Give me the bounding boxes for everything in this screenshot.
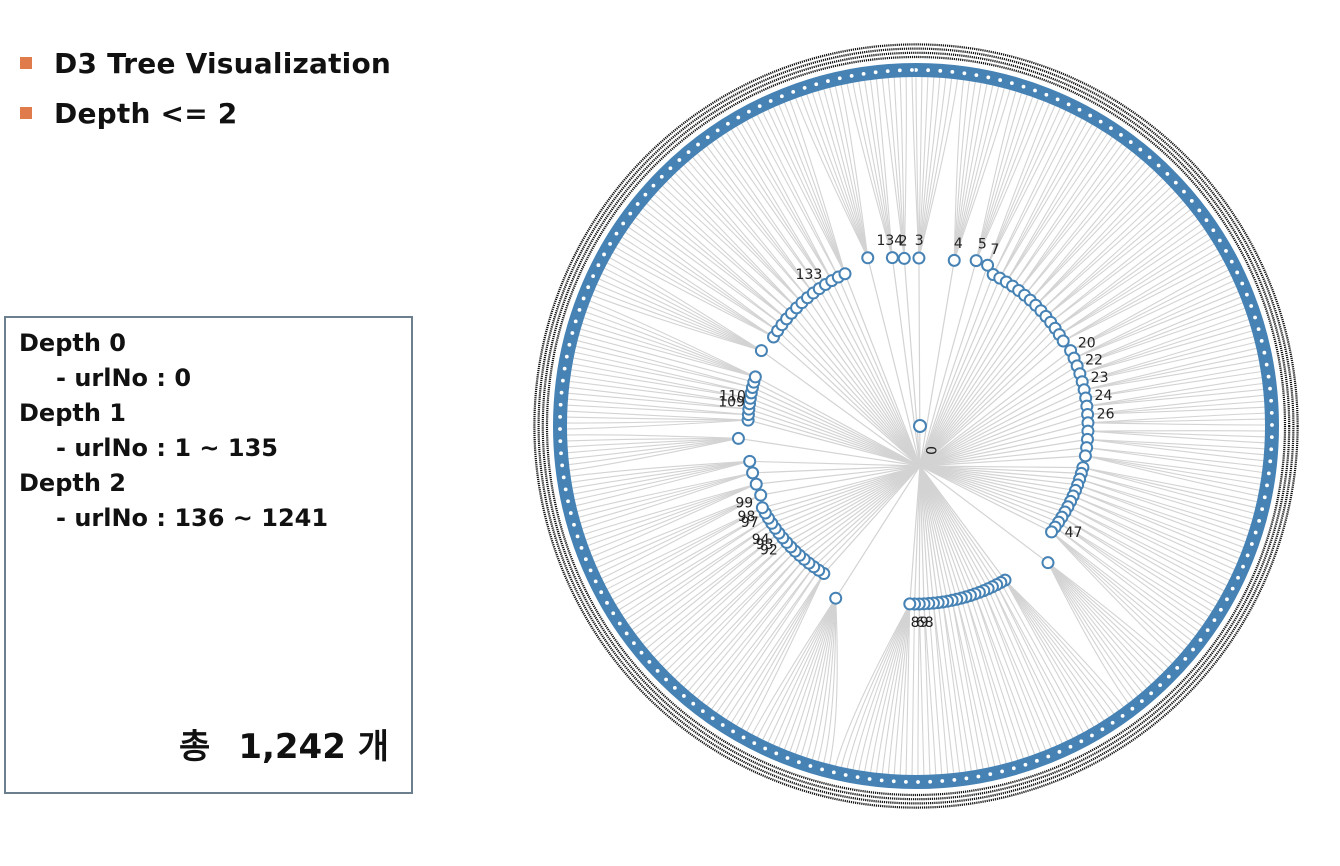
node-label: 26	[1097, 406, 1115, 422]
node-label: 97	[741, 515, 759, 531]
node-label: 92	[760, 542, 778, 558]
total-label: 총	[179, 727, 211, 767]
depth2-ring	[533, 43, 1299, 809]
url-range: - urlNo : 1 ~ 135	[56, 434, 278, 462]
node-label: 4	[954, 236, 963, 252]
node-label: 89	[911, 615, 929, 631]
depth-heading: Depth 2	[19, 469, 126, 497]
node-label: 94	[752, 532, 770, 548]
tree-links	[560, 69, 1273, 782]
node-label: 23	[1091, 370, 1109, 386]
total-value: 1,242 개	[238, 727, 389, 767]
root-node: 0	[913, 419, 938, 455]
url-range: - urlNo : 0	[56, 364, 192, 392]
node-label: 99	[735, 495, 753, 511]
node-label: 2	[899, 233, 908, 249]
node-label: 3	[915, 233, 924, 249]
node-label: 7	[990, 242, 999, 258]
root-label: 0	[922, 446, 938, 455]
node-label: 22	[1085, 353, 1103, 369]
bullet-square-icon	[20, 57, 32, 69]
bullet-square-icon	[20, 107, 32, 119]
depth-heading: Depth 1	[19, 399, 126, 427]
node-label: 24	[1095, 388, 1113, 404]
depth-info-box: Depth 0 - urlNo : 0 Depth 1 - urlNo : 1 …	[4, 316, 413, 794]
node-label: 110	[719, 388, 746, 404]
node-label: 47	[1065, 525, 1083, 541]
node-label: 134	[876, 233, 903, 249]
url-range: - urlNo : 136 ~ 1241	[56, 504, 329, 532]
total-count: 총 1,242 개	[179, 719, 389, 768]
bullet-text: D3 Tree Visualization	[54, 46, 392, 80]
bullet-item: Depth <= 2	[20, 88, 391, 138]
node-label: 98	[738, 509, 756, 525]
bullet-text: Depth <= 2	[54, 96, 238, 130]
title-bullets: D3 Tree Visualization Depth <= 2	[20, 38, 391, 138]
node-label: 93	[756, 537, 774, 553]
node-label: 5	[978, 237, 987, 253]
node-label: 133	[796, 267, 823, 283]
node-label: 109	[718, 394, 745, 410]
bullet-item: D3 Tree Visualization	[20, 38, 391, 88]
node-label: 68	[916, 615, 934, 631]
node-label: 20	[1078, 336, 1096, 352]
depth-heading: Depth 0	[19, 329, 126, 357]
